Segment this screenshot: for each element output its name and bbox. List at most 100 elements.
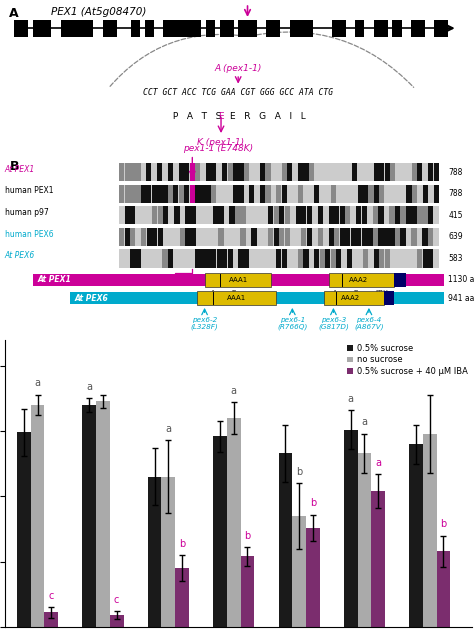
Bar [202, 227, 207, 246]
Bar [195, 163, 200, 181]
Bar [169, 227, 174, 246]
Text: A: A [333, 290, 337, 295]
Bar [206, 20, 215, 37]
Bar [358, 249, 363, 268]
Bar [374, 185, 379, 203]
Bar [309, 249, 314, 268]
Bar [235, 227, 240, 246]
Bar [290, 20, 313, 37]
Bar [222, 249, 227, 268]
Bar [158, 227, 163, 246]
Bar [344, 430, 357, 627]
Text: AAA2: AAA2 [341, 295, 361, 301]
Bar [252, 206, 257, 224]
Bar [379, 185, 384, 203]
Bar [136, 185, 140, 203]
Bar [240, 206, 246, 224]
Bar [184, 163, 189, 181]
Text: pex6-2
(L328F): pex6-2 (L328F) [191, 317, 219, 330]
Bar [389, 227, 394, 246]
Bar [271, 163, 276, 181]
Bar [33, 274, 444, 286]
Bar [195, 249, 200, 268]
Bar [395, 227, 400, 246]
Bar [417, 206, 422, 224]
Bar [119, 206, 439, 224]
Bar [130, 163, 135, 181]
Bar [152, 227, 157, 246]
Bar [292, 516, 306, 627]
Bar [298, 249, 303, 268]
Bar [319, 163, 325, 181]
Bar [148, 477, 162, 627]
Bar [336, 163, 341, 181]
Bar [103, 20, 117, 37]
Bar [219, 20, 234, 37]
Bar [14, 20, 28, 37]
Bar [290, 206, 295, 224]
Text: P   A   T   S: P A T S [238, 112, 292, 120]
Bar [347, 163, 352, 181]
Text: human PEX1: human PEX1 [5, 186, 53, 195]
Bar [207, 206, 213, 224]
Bar [282, 249, 287, 268]
Text: pex6-1
(R766Q): pex6-1 (R766Q) [277, 317, 308, 330]
Text: 415: 415 [448, 211, 463, 220]
Bar [96, 401, 110, 627]
Bar [31, 405, 45, 627]
Bar [345, 227, 350, 246]
Bar [428, 185, 433, 203]
Bar [433, 206, 438, 224]
Bar [412, 163, 417, 181]
Bar [319, 249, 325, 268]
Bar [314, 185, 319, 203]
Bar [401, 163, 406, 181]
Bar [229, 227, 235, 246]
Bar [371, 491, 385, 627]
Bar [363, 163, 368, 181]
Bar [319, 185, 325, 203]
Bar [168, 185, 173, 203]
Bar [119, 185, 124, 203]
Bar [184, 249, 189, 268]
Bar [244, 249, 249, 268]
Text: a: a [165, 424, 171, 433]
Bar [206, 163, 211, 181]
Bar [222, 163, 227, 181]
Bar [119, 163, 124, 181]
Bar [323, 206, 328, 224]
Bar [173, 249, 179, 268]
Bar [279, 227, 284, 246]
Text: P   A   T   S: P A T S [209, 112, 269, 120]
Bar [152, 206, 157, 224]
Bar [396, 185, 401, 203]
Bar [325, 163, 330, 181]
Bar [136, 249, 140, 268]
Bar [390, 249, 395, 268]
FancyArrowPatch shape [250, 32, 414, 88]
Bar [303, 163, 309, 181]
Bar [211, 185, 217, 203]
Bar [357, 454, 371, 627]
Bar [385, 185, 390, 203]
Bar [330, 163, 336, 181]
Bar [224, 206, 229, 224]
Bar [246, 206, 251, 224]
Bar [292, 163, 298, 181]
FancyArrowPatch shape [109, 35, 245, 87]
Bar [422, 227, 428, 246]
Text: E: E [218, 112, 224, 120]
Bar [265, 185, 271, 203]
Bar [401, 206, 406, 224]
Bar [409, 444, 423, 627]
Bar [119, 227, 439, 246]
Bar [273, 206, 279, 224]
Text: human PEX6: human PEX6 [5, 229, 54, 239]
Bar [428, 163, 433, 181]
Bar [197, 291, 275, 306]
Bar [396, 163, 401, 181]
Text: CCT GCT ACC TCG GAA CGT GGG GCC ATA CTG: CCT GCT ACC TCG GAA CGT GGG GCC ATA CTG [143, 88, 333, 97]
Text: At PEX6: At PEX6 [5, 251, 35, 260]
Text: a: a [375, 457, 381, 467]
Bar [340, 227, 345, 246]
